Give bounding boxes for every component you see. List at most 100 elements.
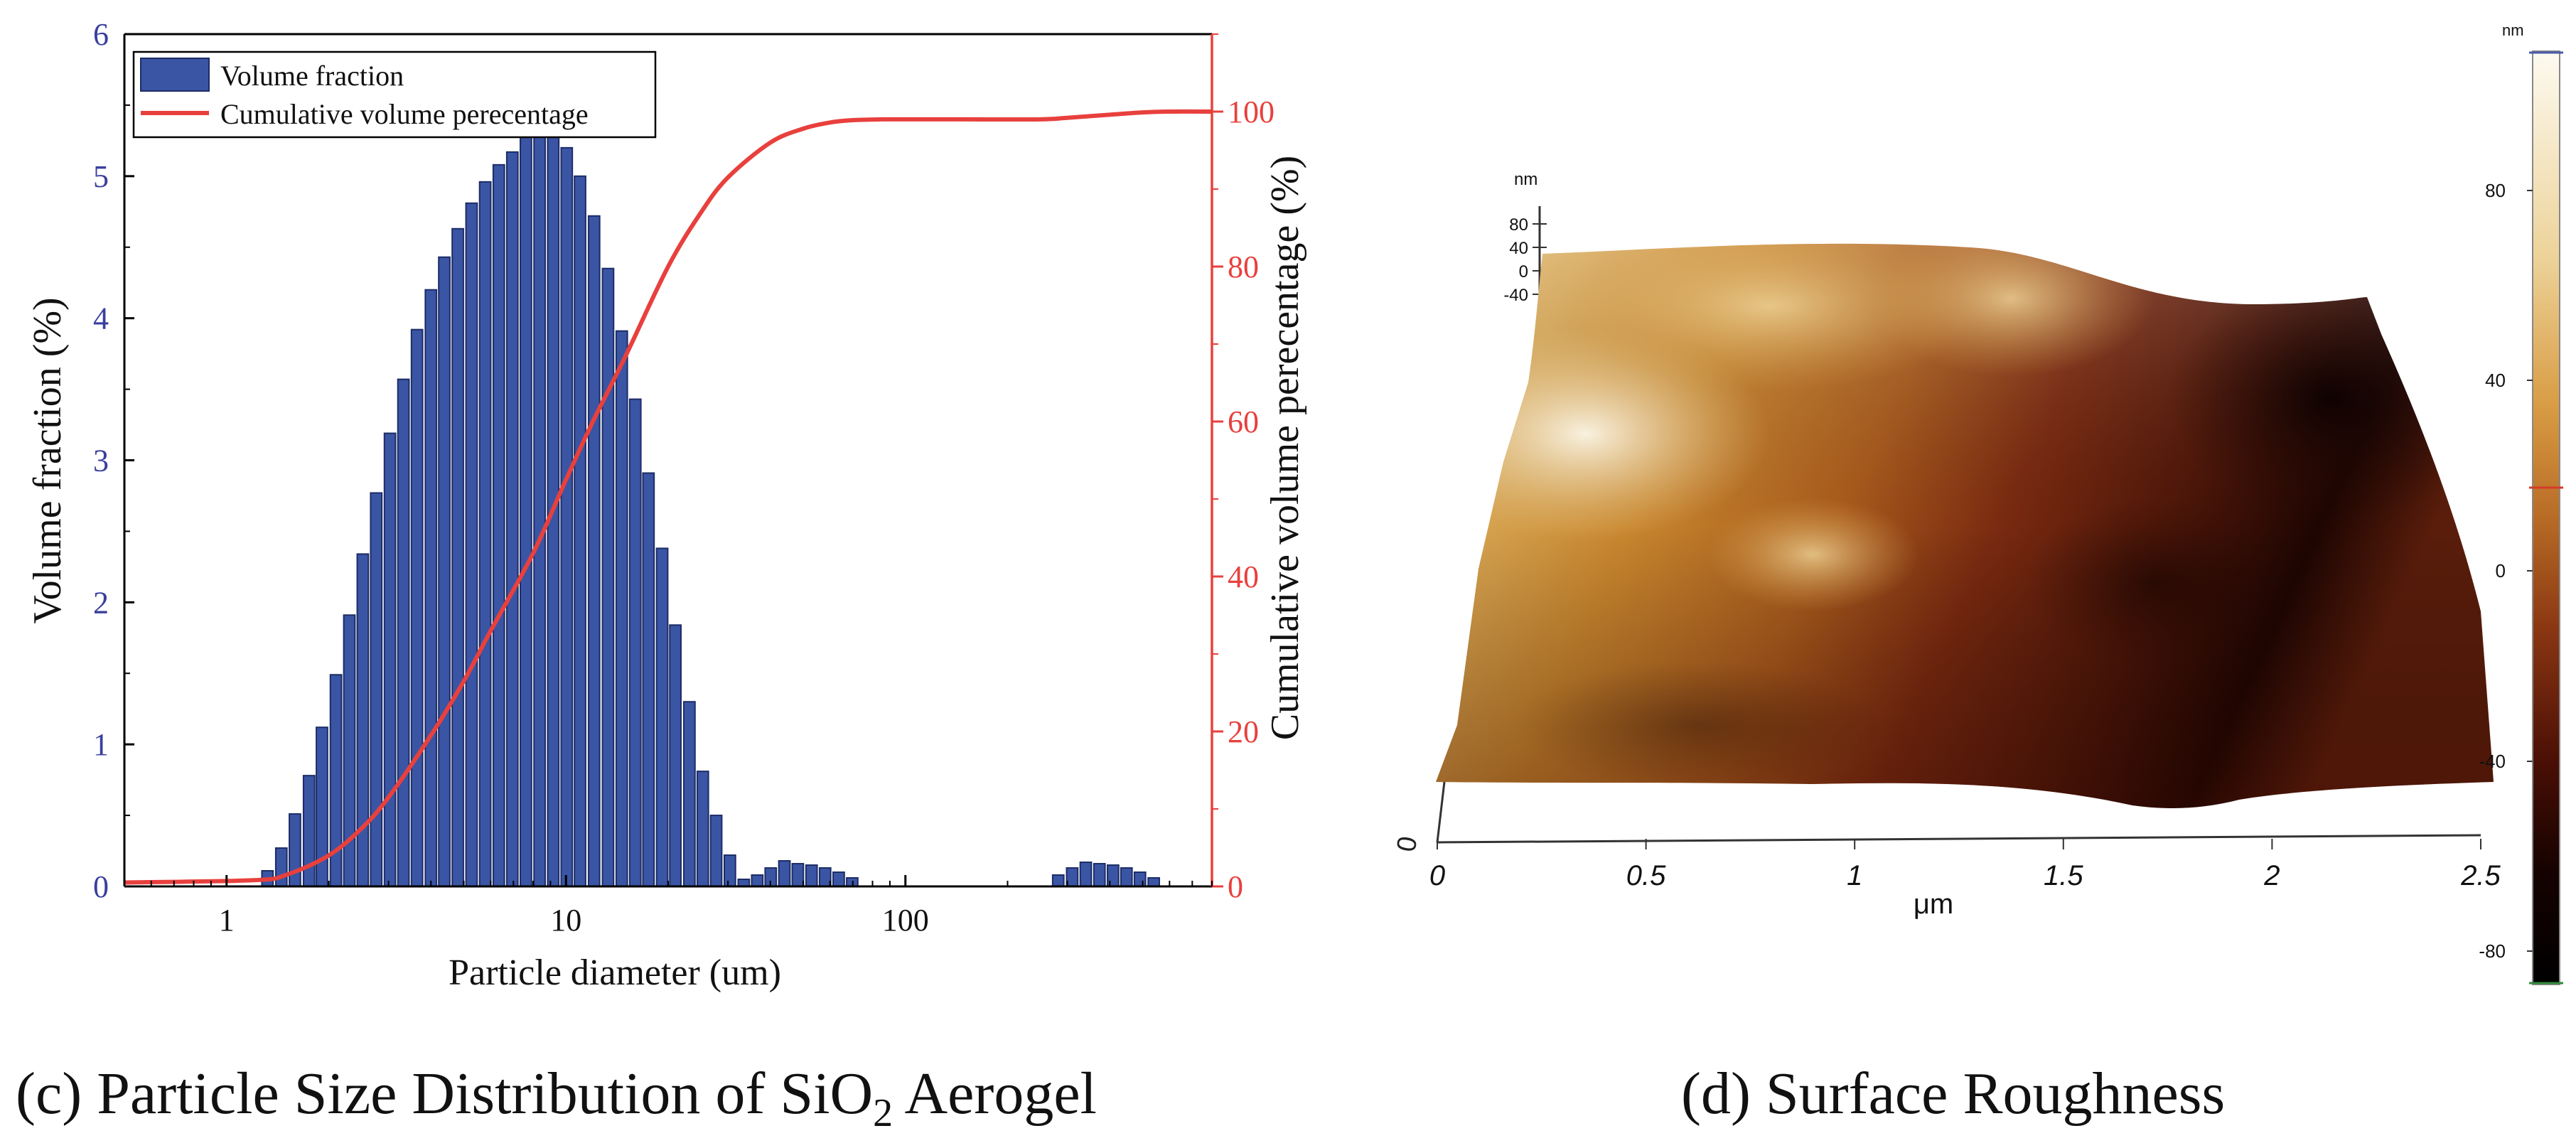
y-base-axis (1436, 781, 1446, 843)
volume-fraction-bar (1079, 862, 1093, 887)
cumulative-curve (124, 109, 1213, 885)
x-tick-label: 2.5 (2460, 860, 2501, 891)
x-tick-label: 2 (2263, 860, 2280, 891)
volume-fraction-bar (683, 701, 696, 887)
cumulative-line (124, 109, 1213, 885)
z-unit-label: nm (1514, 170, 1537, 189)
caption-d: (d) Surface Roughness (1681, 1061, 2226, 1127)
legend-label-cumulative: Cumulative volume perecentage (220, 98, 589, 130)
caption-c-subscript: 2 (873, 1090, 893, 1135)
x-axis-ticks: 0 0.5 1 1.5 2 2.5 (1429, 839, 2501, 891)
x-tick-label: 0 (1429, 860, 1445, 891)
afm-surface (1436, 243, 2494, 808)
volume-fraction-bar (1147, 877, 1160, 888)
volume-fraction-bar (751, 874, 764, 887)
y-tick-label: 1 (93, 727, 109, 762)
surface-pit-middle (2026, 498, 2282, 668)
surface-pit-right (2168, 277, 2494, 519)
colorbar-tick-label: -40 (2479, 751, 2506, 772)
y-tick-label: 2 (93, 585, 109, 620)
afm-surface-figure: nm 80 40 0 -40 0 0 0.5 1 1.5 2 2.5 μm nm 80 40 0 -4… (1392, 21, 2563, 985)
volume-fraction-bar (642, 472, 655, 887)
surface-pit-front (1514, 661, 1884, 789)
volume-fraction-bar (533, 129, 546, 887)
x-axis-label: Particle diameter (um) (449, 953, 781, 993)
volume-fraction-bar (628, 398, 642, 887)
colorbar-tick-label: 80 (2485, 180, 2506, 201)
volume-fraction-bar (438, 256, 451, 887)
volume-fraction-bar (669, 624, 682, 887)
volume-fraction-bar (805, 864, 818, 888)
volume-fraction-bar (356, 553, 370, 887)
colorbar-ticks: 80 40 0 -40 -80 (2479, 180, 2533, 962)
caption-c: (c) Particle Size Distribution of SiO2 A… (16, 1059, 1097, 1136)
y-tick-0: 0 (1392, 834, 1424, 854)
colorbar-tick-label: -80 (2479, 940, 2506, 962)
volume-fraction-bar (818, 867, 832, 887)
x-base-axis (1437, 834, 2481, 844)
y2-tick-label: 80 (1228, 250, 1259, 284)
volume-fraction-bar (465, 202, 478, 887)
volume-fraction-bar (478, 181, 492, 887)
y2-tick-label: 0 (1228, 869, 1243, 904)
volume-fraction-bar (505, 151, 519, 887)
volume-fraction-bar (574, 175, 586, 888)
volume-fraction-bar (1066, 867, 1079, 887)
y-tick-label: 0 (93, 869, 109, 904)
z-tick-label: 0 (1519, 262, 1528, 281)
legend-bar-swatch (140, 58, 210, 92)
volume-fraction-bar (709, 815, 723, 888)
x-tick-label: 1 (1847, 860, 1862, 891)
legend: Volume fraction Cumulative volume perece… (132, 50, 657, 139)
legend-label-volume-fraction: Volume fraction (220, 60, 404, 92)
particle-size-panel: 0 1 2 3 4 5 6 0 20 40 60 80 100 1 10 100 Particle diame… (16, 17, 1307, 1136)
y2-tick-label: 100 (1228, 95, 1274, 129)
volume-fraction-bar (1051, 874, 1065, 887)
colorbar (2532, 50, 2560, 985)
volume-fraction-bar (778, 860, 791, 888)
volume-fraction-bar (723, 854, 736, 887)
volume-fraction-bar (289, 813, 301, 887)
y2-axis-label: Cumulative volume perecentage (%) (1263, 156, 1307, 741)
volume-fraction-bar (274, 847, 288, 888)
colorbar-unit: nm (2502, 21, 2524, 39)
y2-tick-label: 40 (1228, 559, 1259, 594)
volume-fraction-bar (791, 863, 805, 887)
surface-roughness-panel: nm 80 40 0 -40 0 0 0.5 1 1.5 2 2.5 μm nm 80 40 0 -4… (1315, 0, 2576, 1148)
y-tick-label: 4 (93, 301, 109, 336)
y2-tick-label: 60 (1228, 404, 1259, 439)
volume-fraction-bar (1133, 871, 1147, 888)
volume-fraction-bar (370, 492, 383, 887)
z-tick-label: 40 (1509, 239, 1528, 258)
z-tick-label: 80 (1509, 215, 1528, 235)
volume-fraction-bar (832, 871, 845, 888)
y-axis-label: Volume fraction (%) (26, 297, 70, 623)
volume-fraction-bar (601, 267, 615, 888)
volume-fraction-bar (410, 328, 424, 887)
caption-c-suffix: Aerogel (893, 1061, 1098, 1127)
y-tick-label: 3 (93, 444, 109, 478)
volume-fraction-bar (520, 135, 532, 887)
volume-fraction-bar (560, 146, 574, 887)
y-tick-label: 5 (93, 159, 109, 194)
x-tick-label: 10 (550, 903, 581, 938)
volume-fraction-bar (1093, 863, 1106, 887)
volume-fraction-bar (492, 163, 505, 887)
volume-fraction-bar (424, 289, 438, 887)
colorbar-tick-label: 40 (2485, 370, 2506, 391)
colorbar-tick-label: 0 (2496, 560, 2506, 581)
y2-tick-label: 20 (1228, 714, 1259, 749)
surface-hill-top (1557, 243, 1983, 391)
z-tick-label: -40 (1503, 286, 1528, 305)
x-tick-label: 1 (219, 903, 235, 938)
x-tick-label: 0.5 (1626, 860, 1666, 891)
volume-fraction-bar (397, 378, 410, 887)
legend-box (132, 50, 657, 139)
volume-fraction-bars (261, 129, 1160, 888)
surface-hill-center (1869, 243, 2154, 377)
volume-fraction-bar (383, 432, 397, 887)
surface-hill-lower (1706, 498, 1919, 611)
x-unit-label: μm (1914, 889, 1953, 920)
